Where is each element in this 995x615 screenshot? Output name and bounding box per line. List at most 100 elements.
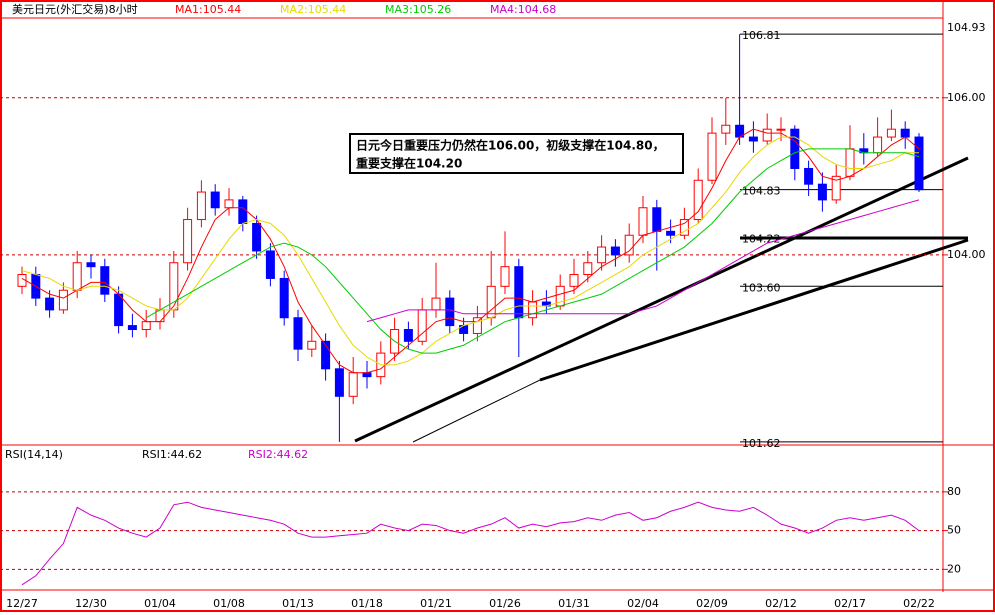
x-tick-label: 02/17 [834, 597, 866, 610]
candle-body [873, 136, 883, 154]
candle-body [597, 246, 607, 264]
series-line [21, 128, 920, 374]
candle-body [196, 191, 206, 221]
trend-line [539, 238, 969, 382]
candle-body [845, 148, 855, 177]
legend-label: MA4:104.68 [490, 3, 556, 16]
candle-body [652, 207, 662, 232]
annotation-box [349, 133, 684, 174]
candle-body [693, 179, 703, 221]
price-label: 104.93 [947, 21, 986, 34]
candle-body [293, 317, 303, 350]
candle-body [127, 325, 137, 331]
candle-body [431, 297, 441, 311]
candle-body [610, 246, 620, 256]
candle-body [707, 132, 717, 181]
candle-body [472, 317, 482, 334]
candle-body [486, 285, 496, 319]
candle-body [776, 128, 786, 131]
x-tick-label: 12/30 [75, 597, 107, 610]
x-tick-label: 01/21 [420, 597, 452, 610]
candle-body [45, 297, 55, 311]
rsi-title: RSI(14,14) [5, 448, 63, 461]
candle-body [624, 234, 634, 256]
candle-body [100, 266, 110, 295]
legend-label: RSI2:44.62 [248, 448, 308, 461]
candle-body [417, 309, 427, 342]
candle-body [114, 293, 124, 327]
candle-body [307, 340, 317, 350]
candle-body [362, 372, 372, 378]
candle-body [72, 262, 82, 291]
candle-body [762, 128, 772, 142]
legend-label: MA1:105.44 [175, 3, 241, 16]
candle-body [500, 266, 510, 287]
candle-body [224, 199, 234, 209]
candle-body [804, 167, 814, 185]
annotation-text: 重要支撑在104.20 [356, 156, 462, 171]
y-tick-label: 20 [947, 562, 961, 575]
x-tick-label: 02/09 [696, 597, 728, 610]
trend-line [412, 379, 541, 443]
y-tick-label: 104.00 [947, 248, 986, 261]
level-label: 103.60 [742, 281, 781, 294]
trend-line [354, 156, 969, 443]
annotation-text: 日元今日重要压力仍然在106.00，初级支撑在104.80， [356, 138, 665, 153]
series-line [21, 136, 919, 366]
x-tick-label: 01/04 [144, 597, 176, 610]
candle-body [831, 175, 841, 201]
candle-body [569, 274, 579, 287]
candle-body [886, 128, 896, 138]
candle-body [817, 183, 827, 201]
x-tick-label: 01/31 [558, 597, 590, 610]
level-label: 104.83 [742, 185, 781, 198]
candle-body [445, 297, 455, 327]
x-tick-label: 02/12 [765, 597, 797, 610]
candle-body [748, 136, 758, 142]
candle-body [403, 329, 413, 342]
y-tick-label: 80 [947, 485, 961, 498]
y-tick-label: 106.00 [947, 91, 986, 104]
candle-body [86, 262, 96, 268]
level-label: 104.22 [742, 233, 781, 246]
candle-body [679, 219, 689, 236]
candle-body [265, 250, 275, 279]
series-line [366, 199, 920, 323]
x-tick-label: 01/13 [282, 597, 314, 610]
legend-label: RSI1:44.62 [142, 448, 202, 461]
candle-body [666, 230, 676, 236]
legend-label: MA3:105.26 [385, 3, 451, 16]
candle-body [721, 124, 731, 134]
candle-body [321, 340, 331, 370]
trend-lines [0, 33, 969, 443]
candle-body [334, 368, 344, 397]
candle-body [514, 266, 524, 319]
x-tick-label: 01/26 [489, 597, 521, 610]
level-label: 106.81 [742, 29, 781, 42]
legend-label: MA2:105.44 [280, 3, 346, 16]
x-tick-label: 01/18 [351, 597, 383, 610]
y-tick-label: 50 [947, 524, 961, 537]
x-tick-label: 02/04 [627, 597, 659, 610]
candle-body [583, 262, 593, 276]
candle-body [528, 301, 538, 319]
candle-body [348, 372, 358, 397]
candle-body [141, 321, 151, 331]
candle-body [790, 128, 800, 169]
candle-body [58, 289, 68, 311]
level-label: 101.62 [742, 437, 781, 450]
x-tick-label: 01/08 [213, 597, 245, 610]
x-tick-label: 12/27 [6, 597, 38, 610]
candle-body [238, 199, 248, 224]
candle-body [914, 136, 924, 191]
candle-body [169, 262, 179, 311]
x-tick-label: 02/22 [903, 597, 935, 610]
candle-body [183, 219, 193, 264]
series-line [21, 501, 920, 586]
candle-body [638, 207, 648, 236]
candle-body [900, 128, 910, 138]
chart-title: 美元日元(外汇交易)8小时 [12, 2, 138, 16]
candle-body [279, 277, 289, 319]
